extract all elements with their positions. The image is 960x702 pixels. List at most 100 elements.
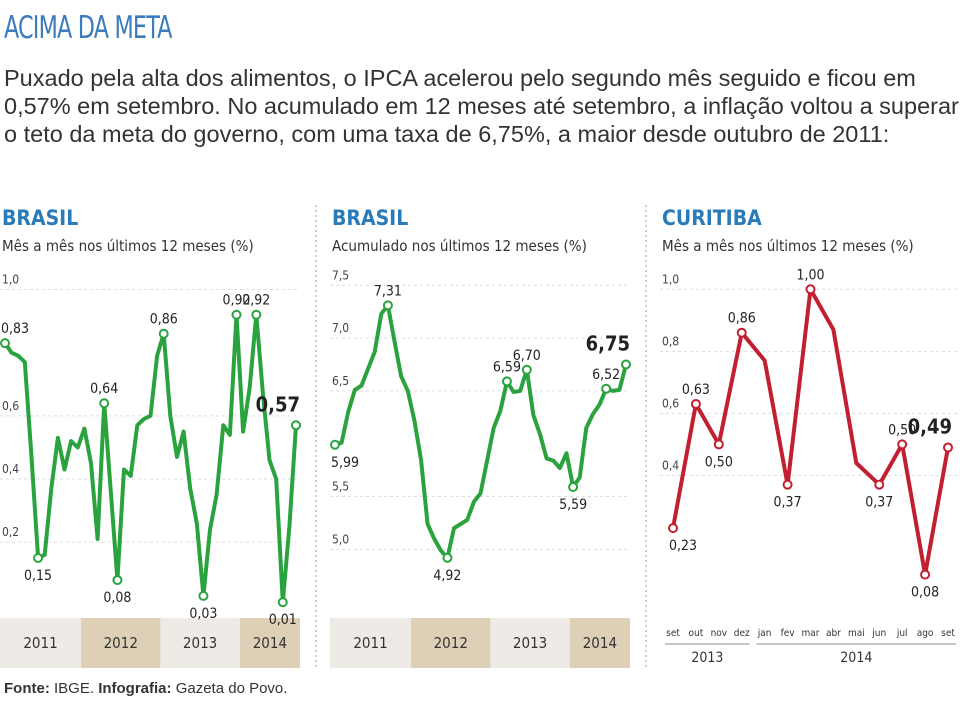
point [568,482,579,493]
x-tick-label: fev [781,628,796,639]
y-tick-label: 0,8 [662,334,679,348]
x-tick-label: set [666,628,680,639]
data-label: 0,83 [1,321,29,337]
y-tick-label: 5,5 [332,480,349,494]
data-label: 0,37 [774,495,802,511]
data-label: 6,75 [586,332,630,356]
point [601,383,612,394]
footer: Fonte: IBGE. Infografia: Gazeta do Povo. [4,680,287,697]
year-label: 2014 [840,650,872,666]
data-label: 0,23 [669,538,697,554]
x-tick-label: jul [896,628,908,639]
point [736,327,747,338]
data-label: 0,57 [256,392,300,416]
credit-label: Infografia: [98,680,172,697]
y-tick-label: 1,0 [662,272,679,286]
data-label: 0,37 [865,495,893,511]
data-label: 4,92 [433,568,461,584]
point [251,309,262,320]
year-label: 2013 [183,634,217,652]
year-band [239,618,300,668]
x-tick-label: set [941,628,955,639]
point [713,439,724,450]
y-tick-label: 0,4 [2,462,19,476]
point [158,328,169,339]
chart-title: BRASIL [2,206,78,230]
point [805,284,816,295]
credit: Gazeta do Povo. [175,680,288,697]
chart-subtitle: Mês a mês nos últimos 12 meses (%) [662,237,914,255]
x-tick-label: jun [871,628,886,639]
year-label: 2014 [583,634,617,652]
year-band [569,618,630,668]
year-label: 2011 [23,634,57,652]
year-label: 2013 [513,634,547,652]
y-tick-label: 6,5 [332,374,349,388]
point [668,523,678,534]
x-tick-label: abr [826,628,841,639]
data-label: 0,01 [269,612,297,628]
year-band [330,618,412,668]
year-label: 2013 [691,650,723,666]
y-tick-label: 7,0 [332,321,349,335]
year-band [81,618,161,668]
x-tick-label: mai [848,628,865,639]
point [521,364,532,375]
data-label: 5,99 [331,455,359,471]
data-label: 0,50 [705,454,733,470]
point [782,479,793,490]
year-band [411,618,491,668]
data-label: 0,64 [90,381,118,397]
year-band [160,618,240,668]
x-tick-label: ago [917,628,934,639]
chart-title: CURITIBA [662,206,762,230]
x-tick-label: out [689,628,704,639]
year-label: 2012 [434,634,468,652]
point [442,552,453,563]
data-label: 6,70 [513,348,541,364]
data-label: 0,86 [150,312,178,328]
data-label: 0,86 [728,311,756,327]
y-tick-label: 0,6 [662,396,679,410]
point [99,398,110,409]
year-label: 2014 [253,634,287,652]
line [334,303,628,560]
source-label: Fonte: [4,680,50,697]
point [112,575,123,586]
point [291,420,301,431]
title: ACIMA DA META [4,10,172,46]
point [621,359,631,370]
x-tick-label: jan [757,628,772,639]
year-band [0,618,82,668]
year-label: 2012 [104,634,138,652]
chart-title: BRASIL [332,206,408,230]
data-label: 0,08 [911,585,939,601]
y-tick-label: 0,4 [662,458,679,472]
point [198,590,209,601]
y-tick-label: 0,2 [2,525,19,539]
point [943,442,953,453]
point [501,376,512,387]
point [874,479,885,490]
data-label: 0,63 [682,382,710,398]
data-label: 7,31 [374,283,402,299]
point [33,552,44,563]
point [277,597,288,608]
y-tick-label: 5,0 [332,532,349,546]
line [3,312,298,605]
chart-subtitle: Acumulado nos últimos 12 meses (%) [332,237,587,255]
x-tick-label: nov [711,628,728,639]
data-label: 5,59 [559,497,587,513]
data-label: 6,59 [493,359,521,375]
point [897,439,908,450]
point [330,439,340,450]
point [231,309,242,320]
year-band [490,618,570,668]
source: IBGE. [54,680,95,697]
x-tick-label: mar [802,628,820,639]
data-label: 0,15 [24,568,52,584]
data-label: 0,03 [189,606,217,622]
data-label: 0,08 [103,590,131,606]
charts: BRASIL Mês a mês nos últimos 12 meses (%)… [0,205,960,670]
